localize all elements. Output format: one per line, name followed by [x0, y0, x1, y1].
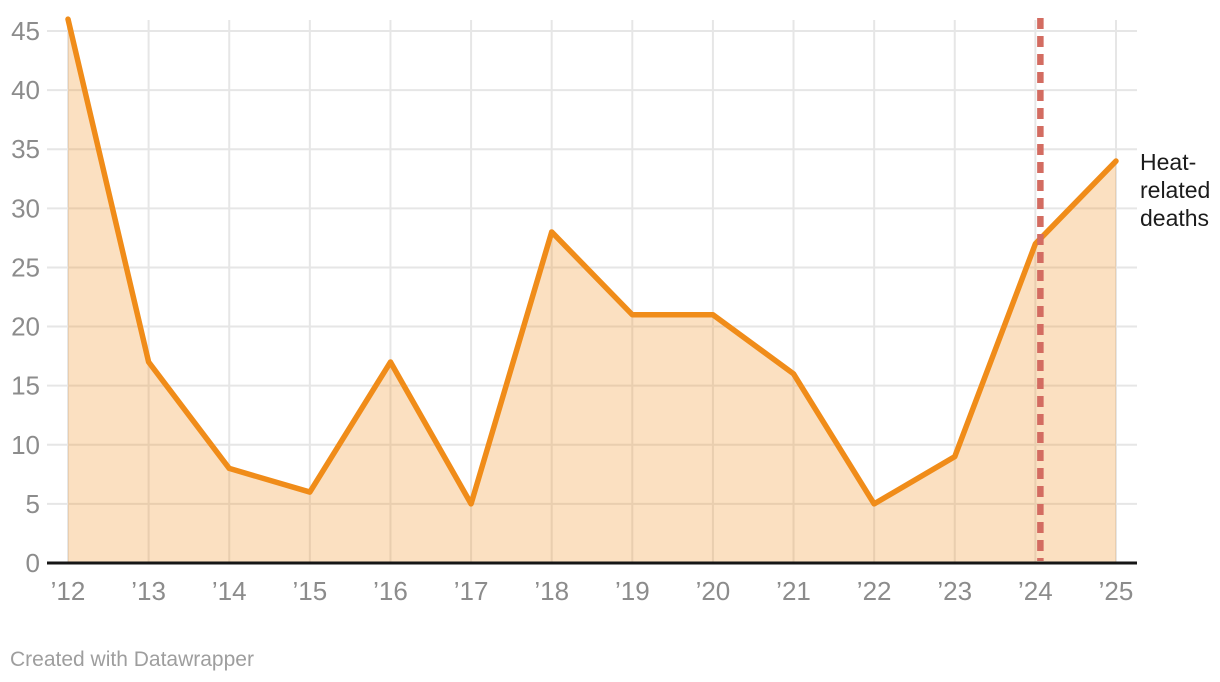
x-tick-label: ’20	[696, 576, 731, 606]
x-tick-label: ’25	[1099, 576, 1134, 606]
x-tick-label: ’12	[51, 576, 86, 606]
x-tick-label: ’18	[534, 576, 569, 606]
x-tick-label: ’19	[615, 576, 650, 606]
x-tick-label: ’15	[292, 576, 327, 606]
x-tick-label: ’24	[1018, 576, 1053, 606]
y-tick-label: 35	[11, 134, 40, 164]
x-tick-label: ’22	[857, 576, 892, 606]
y-tick-label: 45	[11, 16, 40, 46]
x-tick-label: ’23	[937, 576, 972, 606]
series-label: Heat-related deaths	[1140, 149, 1211, 231]
y-tick-label: 20	[11, 312, 40, 342]
y-tick-label: 30	[11, 193, 40, 223]
x-tick-label: ’17	[454, 576, 489, 606]
area-chart-canvas: 0 5 10 15 20 25 30 35 40 45 ’12 ’13 ’14 ’15 ’16 ’17 ’18 ’…	[11, 16, 1137, 606]
x-tick-label: ’14	[212, 576, 247, 606]
y-tick-label: 0	[26, 548, 40, 578]
y-tick-label: 10	[11, 430, 40, 460]
y-tick-label: 25	[11, 252, 40, 282]
y-tick-label: 5	[26, 489, 40, 519]
line-series	[65, 16, 1119, 507]
area-fill	[68, 19, 1116, 563]
y-tick-label: 40	[11, 75, 40, 105]
x-tick-label: ’21	[776, 576, 811, 606]
datawrapper-credit: Created with Datawrapper	[10, 648, 254, 671]
x-tick-label: ’16	[373, 576, 408, 606]
x-tick-label: ’13	[131, 576, 166, 606]
y-tick-label: 15	[11, 371, 40, 401]
